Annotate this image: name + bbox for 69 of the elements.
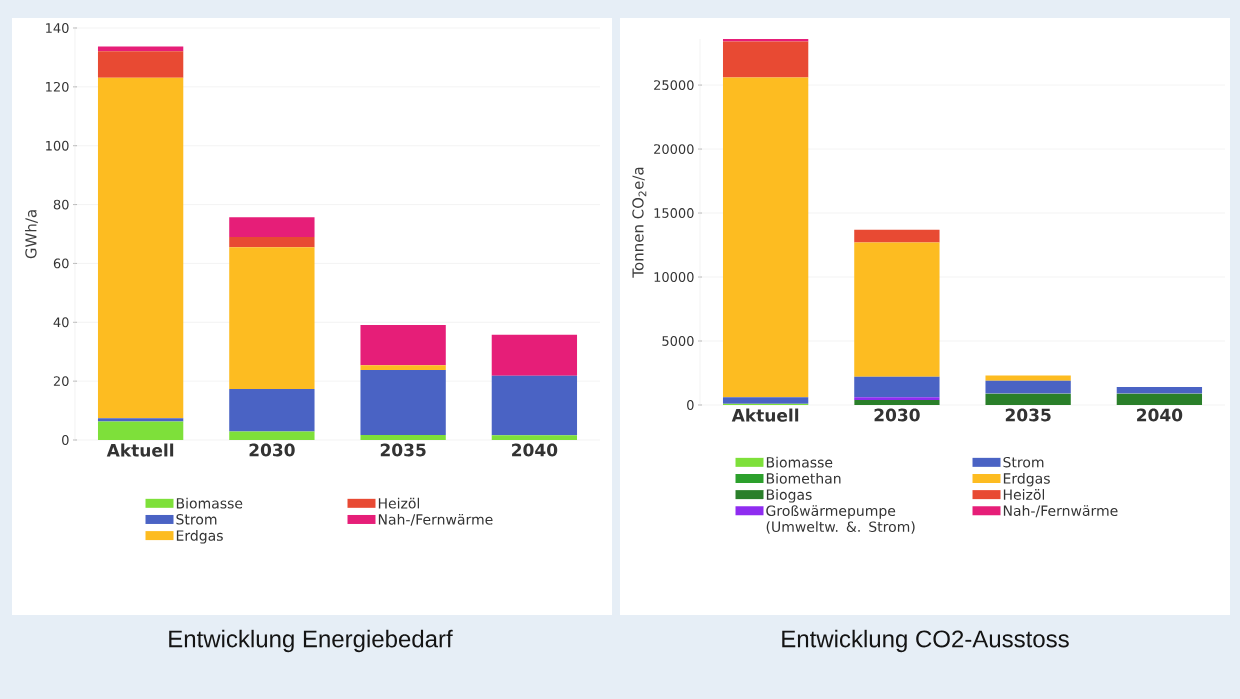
x-tick-label: Aktuell xyxy=(731,408,799,422)
y-tick-label: 60 xyxy=(53,258,69,269)
legend-label: Nah-/Fernwärme xyxy=(378,513,493,526)
bar xyxy=(722,397,809,404)
bar xyxy=(360,435,446,440)
legend-label: Biomethan xyxy=(766,472,841,484)
x-tick-label: 2035 xyxy=(1005,408,1051,422)
legend-label: Großwärmepumpe (Umweltw. &. Strom) xyxy=(766,505,915,534)
x-tick-label: 2040 xyxy=(1137,408,1183,422)
bar xyxy=(229,217,315,237)
bar xyxy=(722,41,809,78)
bar xyxy=(229,247,315,390)
y-tick-label: 120 xyxy=(46,81,69,92)
bar xyxy=(985,375,1071,381)
bar xyxy=(97,418,184,422)
y-tick-label: 20 xyxy=(53,376,69,387)
y-tick-label: 15000 xyxy=(654,208,694,218)
bar xyxy=(985,393,1071,405)
bar xyxy=(854,397,940,400)
y-tick-label: 40 xyxy=(53,317,69,328)
y-tick-label: 100 xyxy=(46,140,69,151)
y-tick-label: 80 xyxy=(53,199,69,210)
legend-label: Erdgas xyxy=(176,530,223,544)
x-tick-label: 2030 xyxy=(874,408,920,422)
x-tick-label: 2040 xyxy=(512,443,558,457)
x-tick-label: Aktuell xyxy=(106,443,174,457)
bar xyxy=(722,38,809,42)
y-axis-title: GWh/a xyxy=(25,210,38,259)
legend-label: Biomasse xyxy=(766,456,833,468)
bar xyxy=(360,365,446,370)
bar xyxy=(97,77,184,419)
y-tick-label: 25000 xyxy=(654,80,694,90)
bar xyxy=(854,399,940,405)
text: Entwicklung Energiebedarf xyxy=(169,629,453,653)
text: Entwicklung CO2-Ausstoss xyxy=(782,629,1069,653)
bar xyxy=(229,389,315,432)
bar xyxy=(97,421,184,440)
bar xyxy=(491,435,578,440)
y-tick-label: 0 xyxy=(62,435,69,445)
bar xyxy=(229,236,315,248)
bar xyxy=(491,375,578,436)
legend-label: Heizöl xyxy=(1003,489,1045,500)
bar xyxy=(360,369,446,435)
legend-label: Heizöl xyxy=(378,497,420,509)
y-tick-label: 0 xyxy=(687,400,694,410)
bar xyxy=(1116,393,1203,405)
bar xyxy=(229,431,315,440)
y-axis-title: Tonnen CO$_{2}$e/a xyxy=(632,167,647,278)
legend-label: Biomasse xyxy=(176,497,243,509)
legend-label: Nah-/Fernwärme xyxy=(1003,505,1118,518)
y-tick-label: 140 xyxy=(46,23,69,33)
bar xyxy=(360,324,446,366)
bar xyxy=(97,51,184,78)
bar xyxy=(985,380,1071,394)
legend-label: Strom xyxy=(176,514,217,525)
x-tick-label: 2030 xyxy=(249,443,295,457)
bar xyxy=(854,242,940,377)
legend-label: Biogas xyxy=(766,489,812,503)
y-tick-label: 10000 xyxy=(654,272,694,282)
legend-label: Strom xyxy=(1003,456,1044,468)
y-tick-label: 20000 xyxy=(654,144,694,154)
legend-label: Erdgas xyxy=(1003,472,1050,487)
bar xyxy=(1116,387,1203,394)
bar xyxy=(491,334,578,376)
y-tick-label: 5000 xyxy=(662,336,694,346)
bar xyxy=(854,229,940,243)
bar xyxy=(722,77,809,398)
bar xyxy=(854,376,940,398)
x-tick-label: 2035 xyxy=(380,443,426,457)
